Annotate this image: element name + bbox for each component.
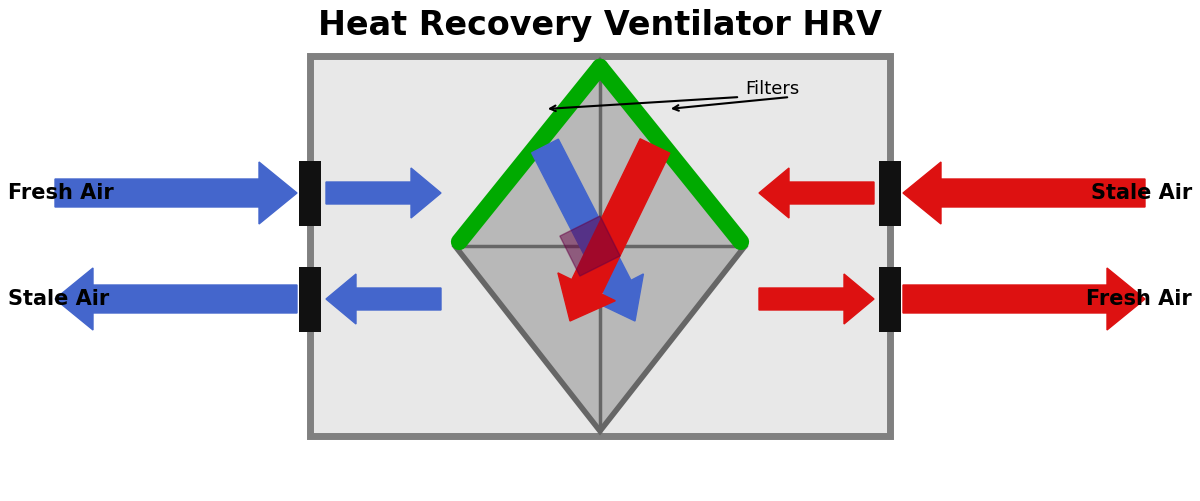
FancyArrow shape <box>558 139 670 321</box>
Bar <box>880 267 901 332</box>
FancyArrow shape <box>532 139 643 321</box>
FancyArrow shape <box>326 274 442 324</box>
Bar <box>299 160 322 225</box>
FancyArrow shape <box>904 268 1145 330</box>
Text: Heat Recovery Ventilator HRV: Heat Recovery Ventilator HRV <box>318 10 882 43</box>
Text: Filters: Filters <box>745 80 799 98</box>
FancyArrow shape <box>55 162 298 224</box>
FancyArrow shape <box>326 168 442 218</box>
Bar <box>880 160 901 225</box>
FancyArrow shape <box>55 268 298 330</box>
Bar <box>310 56 890 436</box>
Text: Fresh Air: Fresh Air <box>8 183 114 203</box>
Text: Stale Air: Stale Air <box>1091 183 1192 203</box>
Bar <box>299 267 322 332</box>
FancyArrow shape <box>904 162 1145 224</box>
FancyArrow shape <box>560 216 620 276</box>
Text: Fresh Air: Fresh Air <box>1086 289 1192 309</box>
FancyArrow shape <box>760 274 874 324</box>
Polygon shape <box>455 61 745 431</box>
Text: Stale Air: Stale Air <box>8 289 109 309</box>
FancyArrow shape <box>760 168 874 218</box>
